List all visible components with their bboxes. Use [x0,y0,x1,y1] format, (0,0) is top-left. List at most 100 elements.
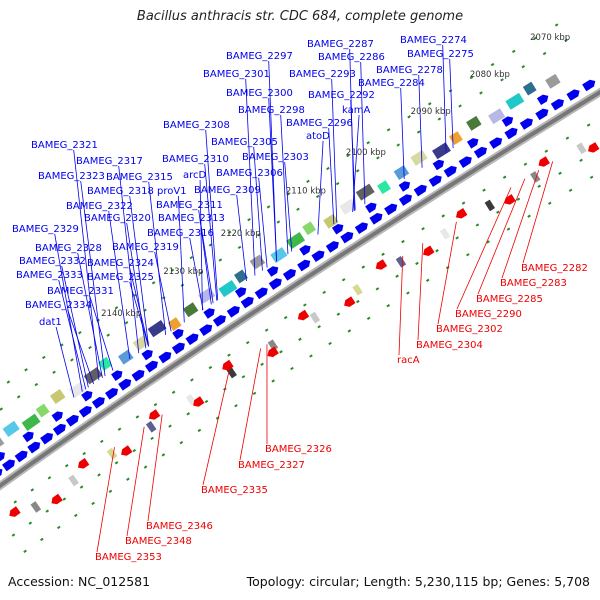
track-dot [74,513,78,518]
track-dot [97,473,101,477]
annotation-block [484,199,496,212]
reverse-gene-arrow [267,346,279,358]
forward-gene-label: BAMEG_2286 [318,52,385,63]
annotation-block [439,227,451,240]
annotation-block [35,403,50,418]
leader-line [331,78,338,223]
forward-gene-arrow [268,278,282,290]
track-dot [516,197,521,201]
forward-gene-arrow [65,414,79,427]
track-dot [150,436,154,441]
track-dot [589,175,594,179]
forward-gene-label: BAMEG_2325 [87,272,154,283]
reverse-gene-arrow [375,259,388,270]
forward-gene-label: BAMEG_2313 [158,213,225,224]
forward-gene-arrow [22,431,34,443]
track-dot [106,333,111,337]
track-dot [455,236,459,240]
forward-gene-arrow [550,99,564,111]
track-dot [361,265,366,269]
track-dot [78,331,82,335]
track-dot [132,448,137,453]
kbp-tick-label: 2130 kbp [163,267,203,277]
reverse-gene-label: BAMEG_2327 [238,460,305,471]
forward-gene-arrow [226,305,240,318]
track-dot [153,402,158,407]
reverse-gene-label: BAMEG_2353 [95,552,162,563]
forward-gene-label: BAMEG_2298 [238,105,305,116]
forward-gene-arrow [52,423,66,436]
leader-line [61,265,89,388]
forward-gene-arrow [266,266,279,277]
track-dot [99,439,104,444]
track-dot [401,239,405,244]
annotation-block [505,92,525,110]
forward-gene-arrow [432,159,445,171]
track-dot [234,404,238,408]
leader-line [200,222,214,304]
track-dot [479,91,483,95]
track-dot [79,485,84,489]
forward-gene-arrow [118,378,132,391]
track-dot [11,533,16,537]
track-dot [322,290,327,295]
forward-gene-arrow [144,360,158,373]
forward-gene-arrow [458,156,472,168]
track-dot [171,390,176,394]
forward-gene-arrow [466,138,479,149]
track-dot [421,227,425,231]
reverse-gene-arrow [297,309,310,321]
leader-line [258,177,268,268]
forward-gene-arrow [185,333,199,346]
annotation-block [249,254,266,270]
forward-gene-arrow [398,194,413,206]
forward-gene-arrow [171,342,185,355]
kbp-tick-label: 2090 kbp [411,107,451,117]
track-dot [341,278,346,282]
track-dot [126,477,130,481]
forward-gene-label: BAMEG_2309 [194,185,261,196]
track-dot [564,38,568,42]
leader-line [189,237,204,311]
reverse-gene-arrow [222,359,234,371]
annotation-block [410,149,428,166]
reverse-gene-arrow [455,208,468,219]
leader-line [77,252,103,378]
annotation-block [302,221,317,236]
leader-line [148,181,167,335]
forward-gene-arrow [0,451,5,463]
leader-line [501,169,540,279]
track-dot [40,537,44,542]
reverse-gene-arrow [344,296,356,307]
track-dot [28,521,33,525]
label-leader-lines [54,44,554,553]
forward-gene-label: BAMEG_2303 [242,152,309,163]
track-dot [544,149,549,153]
forward-gene-arrow [535,108,549,121]
track-dot [558,171,562,175]
track-dot [317,325,321,329]
track-dot [347,329,352,333]
track-dot [64,464,69,468]
leader-line [199,179,203,311]
forward-gene-arrow [489,137,503,149]
kbp-tick-label: 2110 kbp [286,187,326,197]
forward-gene-arrow [443,165,457,178]
track-dot [523,162,528,166]
forward-gene-arrow [340,231,354,244]
annotation-block [69,381,87,398]
forward-gene-arrow [473,146,488,159]
reverse-gene-arrow [587,142,600,153]
forward-gene-label: proV1 [157,186,187,197]
forward-gene-label: BAMEG_2305 [211,137,278,148]
track-dot [427,102,432,106]
annotation-block [377,180,391,195]
forward-gene-label: BAMEG_2329 [12,224,79,235]
leader-line [177,195,185,323]
track-dot [143,465,148,469]
leader-line [417,243,424,341]
leader-line [58,279,87,390]
track-dot [108,489,113,494]
track-dot [52,370,56,374]
reverse-gene-label: BAMEG_2335 [201,485,268,496]
